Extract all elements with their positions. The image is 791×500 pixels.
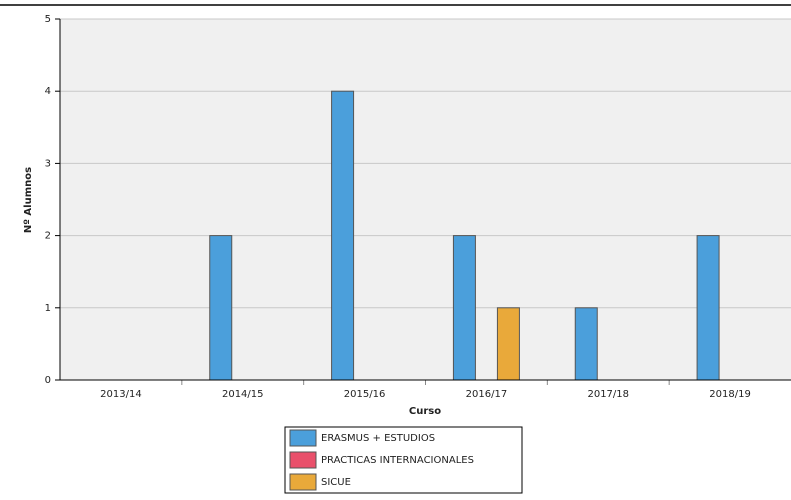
legend-swatch xyxy=(289,429,317,447)
x-axis-label: Curso xyxy=(409,406,441,417)
legend xyxy=(284,426,523,494)
bar xyxy=(209,235,233,381)
y-axis-label: Nº Alumnos xyxy=(23,167,34,233)
bar xyxy=(696,235,720,381)
x-tick-label: 2014/15 xyxy=(222,389,264,400)
plot-area xyxy=(60,19,791,380)
bar xyxy=(574,307,598,381)
y-tick-label: 0 xyxy=(45,375,51,386)
y-tick-label: 2 xyxy=(45,231,51,242)
x-tick-label: 2017/18 xyxy=(587,389,629,400)
legend-label: PRACTICAS INTERNACIONALES xyxy=(321,455,474,466)
legend-label: ERASMUS + ESTUDIOS xyxy=(321,433,435,444)
legend-swatch xyxy=(289,473,317,491)
y-tick-label: 3 xyxy=(45,158,51,169)
x-tick-label: 2015/16 xyxy=(344,389,386,400)
bar xyxy=(331,90,355,381)
bar xyxy=(496,307,520,381)
legend-swatch xyxy=(289,451,317,469)
y-tick-label: 1 xyxy=(45,303,51,314)
bar xyxy=(452,235,476,381)
y-tick-label: 4 xyxy=(45,86,51,97)
x-tick-label: 2016/17 xyxy=(466,389,508,400)
legend-label: SICUE xyxy=(321,477,351,488)
y-tick-label: 5 xyxy=(45,14,51,25)
x-tick-label: 2013/14 xyxy=(100,389,142,400)
x-tick-label: 2018/19 xyxy=(709,389,751,400)
